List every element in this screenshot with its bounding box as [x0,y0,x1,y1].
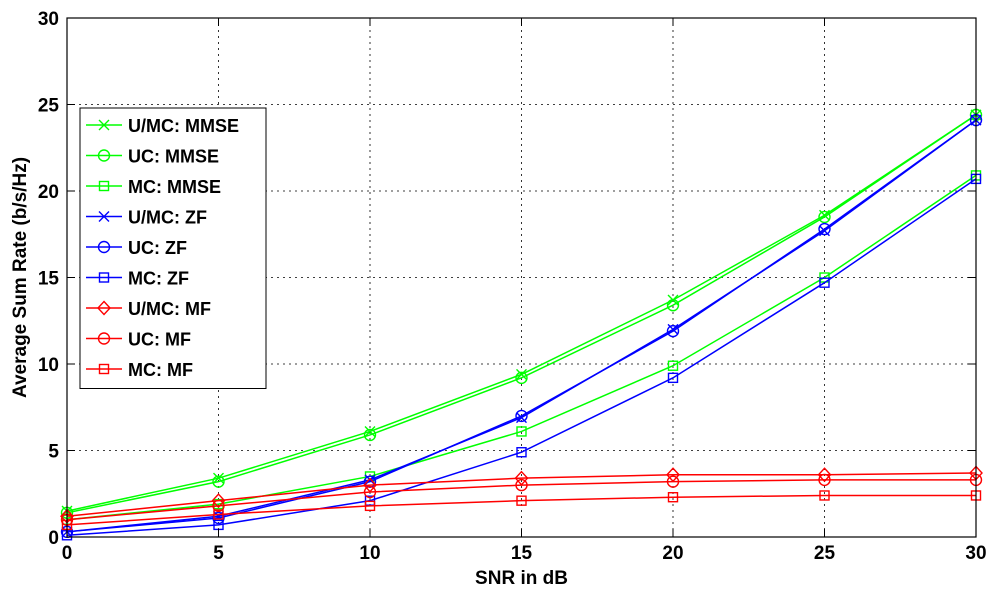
legend-item: MC: MMSE [86,177,221,197]
data-point [213,472,224,484]
data-point [213,509,224,520]
data-point [515,371,528,385]
data-point [516,447,527,458]
data-point [667,492,679,503]
legend-marker [98,272,110,283]
legend-item: UC: ZF [86,238,187,258]
x-tick-label: 20 [662,543,683,564]
y-tick-label: 10 [38,355,59,376]
series-line [66,114,977,514]
data-point [819,277,830,288]
axis-ticks: 0 5 10 15 20 25 30 0 5 10 15 20 25 30 [38,9,987,564]
series-line [66,479,976,521]
y-tick-label: 0 [48,528,59,549]
data-point [515,409,528,423]
series-group [60,108,983,519]
data-point [667,372,679,384]
legend-label: UC: ZF [128,238,187,258]
legend-label: MC: MF [128,360,193,380]
legend-item: MC: ZF [86,269,189,289]
data-point [666,475,680,488]
data-point [363,428,377,442]
legend-item: UC: MMSE [86,147,219,167]
y-tick-label: 15 [38,269,60,290]
y-tick-label: 25 [38,96,60,117]
y-tick-label: 20 [38,182,59,203]
x-tick-label: 15 [511,543,533,564]
legend-item: MC: MF [86,360,193,380]
legend-marker [97,300,111,316]
series-line [66,119,977,533]
legend-item: U/MC: MF [86,299,211,319]
x-tick-label: 10 [359,543,380,564]
data-point [818,222,831,236]
data-point [212,499,225,513]
legend-item: UC: MF [86,330,191,350]
series-group [60,473,983,526]
legend-marker [98,180,110,192]
legend-marker [98,119,110,131]
legend-marker [97,332,111,345]
y-tick-label: 30 [38,9,59,30]
legend-item: U/MC: ZF [86,208,207,228]
legend-label: MC: ZF [128,269,189,289]
y-tick-label: 5 [48,442,59,463]
legend-marker [97,240,111,254]
legend-marker [98,211,110,222]
legend: U/MC: MMSE UC: MMSE MC: MMSE U/MC: ZF UC: ZF… [79,107,267,389]
x-tick-label: 5 [213,543,224,564]
x-tick-label: 30 [965,543,986,564]
data-point [516,426,527,437]
data-point [516,368,527,380]
data-point [364,500,376,512]
data-point [819,490,830,501]
legend-label: MC: MMSE [128,177,221,197]
data-point [666,298,680,312]
legend-label: U/MC: MMSE [128,116,239,136]
x-tick-label: 25 [814,543,836,564]
data-point [818,473,831,487]
x-axis-title: SNR in dB [475,568,568,589]
series-line [66,494,976,526]
legend-marker [97,149,111,162]
y-axis-title: Average Sum Rate (b/s/Hz) [10,157,31,398]
x-tick-label: 0 [62,543,73,564]
plot-series [60,108,983,541]
data-point [516,495,527,506]
legend-marker [98,363,110,375]
legend-item: U/MC: MMSE [86,116,239,136]
data-point [515,478,528,492]
data-point [364,425,376,437]
data-point [212,511,225,525]
data-point [211,493,226,509]
data-point [667,360,679,371]
legend-label: UC: MF [128,330,191,350]
data-point [363,485,377,499]
legend-label: U/MC: ZF [128,208,207,228]
legend-label: UC: MMSE [128,147,219,167]
data-point [666,324,680,338]
data-point [818,210,831,224]
data-point [817,467,832,483]
data-point [212,475,225,488]
series-line [66,178,977,537]
legend-label: U/MC: MF [128,299,211,319]
